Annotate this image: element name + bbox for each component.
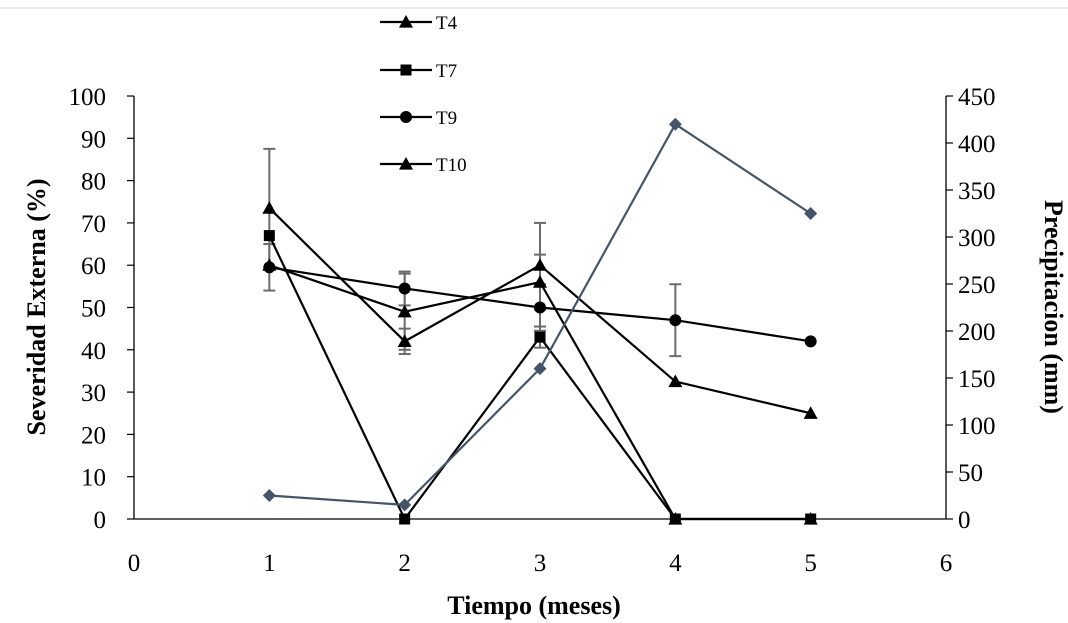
legend-label-t9: T9 [436, 108, 457, 129]
data-point-t10 [262, 258, 277, 271]
y-tick-label: 10 [81, 465, 106, 492]
series-markers-layer [262, 117, 818, 525]
data-point-precipitacion [398, 498, 412, 512]
data-point-t4 [533, 258, 547, 271]
data-point-t10 [803, 512, 818, 525]
x-tick-label: 3 [534, 550, 547, 577]
y2-tick-label: 0 [958, 507, 971, 534]
y-tick-label: 40 [81, 338, 106, 365]
data-point-t4 [397, 334, 412, 347]
y2-tick-label: 400 [958, 131, 996, 158]
y-tick-label: 80 [81, 169, 106, 196]
y-tick-label: 100 [69, 84, 107, 111]
x-tick-label: 1 [263, 550, 276, 577]
legend-marker-t7 [400, 64, 412, 76]
legend: T4 T7 T9 T10 [380, 13, 467, 176]
data-point-t9 [534, 301, 546, 314]
data-point-t10 [397, 304, 412, 318]
data-point-precipitacion [804, 207, 818, 220]
y-tick-label: 20 [81, 422, 106, 449]
y-tick-label: 30 [81, 380, 106, 407]
data-point-t10 [533, 275, 547, 288]
axes-layer: 0102030405060708090100050100150200250300… [69, 84, 996, 577]
error-bars-layer [263, 147, 682, 358]
x-tick-label: 6 [940, 550, 953, 577]
data-point-t7 [263, 230, 275, 242]
x-tick-label: 2 [398, 550, 411, 577]
data-point-t9 [398, 282, 411, 295]
y2-tick-label: 450 [958, 84, 996, 111]
data-point-precipitacion [668, 117, 682, 131]
data-point-t10 [668, 512, 683, 525]
y-tick-label: 70 [81, 211, 106, 238]
data-point-t4 [262, 201, 277, 214]
x-tick-label: 0 [128, 550, 141, 577]
y2-tick-label: 100 [958, 413, 996, 440]
x-axis-title: Tiempo (meses) [447, 591, 621, 620]
data-point-t7 [534, 331, 546, 343]
y2-tick-label: 150 [958, 366, 996, 393]
legend-label-t4: T4 [436, 13, 458, 34]
legend-marker-t10 [399, 157, 413, 170]
legend-marker-t4 [399, 15, 413, 28]
legend-label-t10: T10 [436, 155, 467, 176]
y-tick-label: 50 [81, 296, 106, 323]
data-point-precipitacion [262, 489, 276, 502]
y-tick-label: 90 [81, 126, 106, 153]
y2-tick-label: 250 [958, 272, 996, 299]
legend-marker-t9 [400, 111, 412, 123]
data-point-t4 [803, 406, 818, 419]
y2-tick-label: 350 [958, 178, 996, 205]
y-tick-label: 0 [94, 507, 107, 534]
y2-tick-label: 50 [958, 460, 983, 487]
y2-axis-title: Precipitacion (mm) [1039, 200, 1068, 414]
y2-tick-label: 300 [958, 225, 996, 252]
legend-label-t7: T7 [436, 61, 457, 82]
y-axis-title: Severidad Externa (%) [22, 178, 51, 435]
data-point-t4 [668, 374, 683, 388]
data-point-t7 [399, 513, 411, 525]
data-point-t9 [669, 314, 682, 327]
data-point-precipitacion [533, 362, 547, 376]
data-point-t9 [804, 335, 817, 348]
y-tick-label: 60 [81, 253, 106, 280]
x-tick-label: 5 [804, 550, 817, 577]
x-tick-label: 4 [669, 550, 682, 577]
y2-tick-label: 200 [958, 319, 996, 346]
